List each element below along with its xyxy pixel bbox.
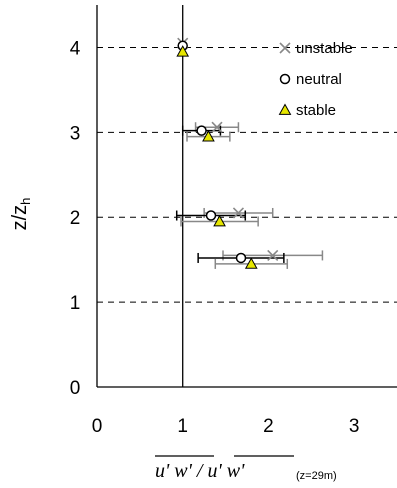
legend-label-unstable: unstable [296, 40, 353, 57]
y-tick-labels: 0 1 2 3 4 [70, 38, 81, 399]
y-tick-label: 1 [70, 293, 81, 314]
x-axis-label-subscript: (z=29m) [296, 470, 337, 482]
y-tick-label: 3 [70, 123, 81, 144]
y-axis-label: z/zh [9, 198, 33, 231]
marker-stable [202, 130, 215, 142]
error-bars [175, 122, 324, 269]
y-axis-label-subscript: h [18, 198, 33, 205]
marker-stable [278, 103, 292, 115]
marker-neutral [235, 252, 247, 264]
x-axis-label-main: u' w' / u' w' [155, 460, 245, 482]
x-tick-label: 1 [177, 416, 188, 437]
marker-unstable [279, 42, 291, 54]
marker-stable [176, 45, 190, 57]
data-markers [176, 37, 279, 269]
marker-neutral [279, 73, 291, 85]
marker-unstable [211, 121, 223, 133]
marker-unstable [232, 207, 244, 219]
gridlines [97, 46, 397, 303]
x-axis-label: u' w' / u' w' (z=29m) [155, 455, 337, 482]
y-tick-label: 0 [70, 378, 81, 399]
x-tick-label: 3 [349, 416, 360, 437]
x-tick-labels: 0 1 2 3 [92, 416, 360, 437]
y-axis-label-main: z/z [9, 205, 31, 231]
marker-neutral [205, 210, 217, 221]
axes [96, 5, 397, 388]
marker-unstable [267, 249, 279, 261]
y-tick-label: 2 [70, 208, 81, 229]
marker-neutral [196, 125, 207, 136]
marker-stable [244, 257, 258, 269]
y-tick-label: 4 [70, 38, 81, 59]
legend: unstable neutral stable [278, 40, 353, 119]
marker-stable [213, 214, 226, 227]
legend-label-stable: stable [296, 102, 336, 119]
legend-label-neutral: neutral [296, 71, 342, 88]
x-tick-label: 0 [92, 416, 103, 437]
x-tick-label: 2 [263, 416, 274, 437]
